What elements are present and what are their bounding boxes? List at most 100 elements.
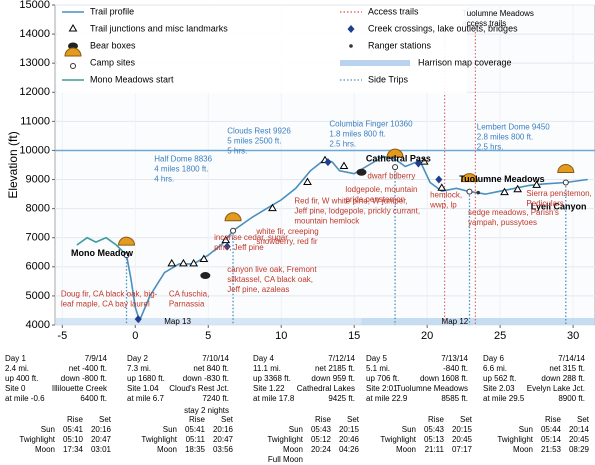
annotation: dwarf bilberry: [367, 172, 415, 181]
day-info: 7/13/14: [441, 354, 468, 363]
sun-cell: Moon: [35, 445, 55, 454]
legend-label: Access trails: [368, 6, 419, 16]
annotation: sedge meadows, Parish's: [468, 208, 559, 217]
x-tick-label: -5: [57, 330, 67, 342]
map-coverage: [361, 318, 595, 325]
sun-header: Rise: [67, 415, 84, 424]
sun-cell: Sun: [41, 425, 55, 434]
annotation: Lyell Canyon: [531, 202, 587, 212]
day-info: down 1608 ft.: [420, 374, 468, 383]
sun-cell: 05:11: [186, 435, 206, 444]
junction-marker: [68, 24, 78, 32]
junction-marker: [500, 187, 509, 196]
legend-box: [57, 6, 467, 93]
legend: Trail profile Trail junctions and misc la…: [57, 6, 518, 93]
ranger-marker: [349, 44, 353, 48]
sun-cell: 05:44: [541, 425, 562, 434]
sun-header: Rise: [545, 415, 562, 424]
day-info: Cathedral Lakes: [297, 384, 355, 393]
sun-cell: 20:24: [311, 445, 332, 454]
day-info: -840 ft.: [443, 364, 468, 373]
day-info: Tuolumne Meadows: [396, 384, 468, 393]
camp-icon: [118, 236, 136, 246]
day-info: Site 1.04: [127, 384, 159, 393]
sun-cell: 20:47: [91, 435, 112, 444]
camp-icon: [386, 148, 404, 158]
y-tick-label: 14000: [19, 28, 50, 40]
annotation: Lembert Dome 9450: [477, 122, 550, 131]
sun-cell: Sun: [163, 425, 177, 434]
legend-label: Camp sites: [90, 57, 136, 67]
day-info: 7/12/14: [328, 354, 355, 363]
sun-cell: Moon: [396, 445, 416, 454]
junction-marker: [513, 184, 523, 193]
y-tick-label: 7000: [26, 232, 50, 244]
camp-marker: [230, 227, 237, 234]
day-info: down -830 ft.: [183, 374, 229, 383]
day-info: Evelyn Lake Jct.: [527, 384, 585, 393]
map-label: Map 12: [442, 317, 469, 326]
y-tick-label: 12000: [19, 86, 50, 98]
day-info: up 1680 ft.: [127, 374, 165, 383]
day-info: 7/10/14: [202, 354, 229, 363]
annotation: pride penstemon: [345, 195, 405, 204]
sun-cell: Twighlight: [19, 435, 55, 444]
sun-header: Set: [347, 415, 360, 424]
creek-marker: [435, 175, 443, 184]
junction-marker: [179, 258, 188, 267]
map-coverage: [55, 318, 362, 325]
series-line: [125, 155, 588, 323]
day-info: up 562 ft.: [483, 374, 516, 383]
day-info: up 3368 ft.: [253, 374, 291, 383]
moon-note: Full Moon: [268, 455, 303, 464]
day-info: 7/14/14: [558, 354, 585, 363]
camp-icon: [460, 173, 478, 183]
annotation: CA fuschia,: [169, 290, 209, 299]
junction-marker: [268, 203, 277, 212]
annotation: 2.5 hrs.: [329, 139, 356, 148]
camp-marker: [70, 63, 76, 69]
sun-cell: 03:01: [91, 445, 112, 454]
bear-marker: [68, 42, 78, 50]
sun-cell: Twighlight: [267, 435, 303, 444]
camp-icon: [224, 212, 242, 222]
legend-label: Creek crossings, lake outlets, bridges: [368, 23, 518, 33]
annotation: pine, Jeff pine: [214, 243, 264, 252]
day-info: Site 0: [5, 384, 26, 393]
y-tick-label: 13000: [19, 57, 50, 69]
camp-marker: [392, 164, 399, 171]
day-info: Site 2:01: [366, 384, 398, 393]
day-info: at mile -0.6: [5, 394, 45, 403]
y-tick-label: 4000: [26, 319, 50, 331]
sun-header: Set: [99, 415, 112, 424]
bear-marker: [200, 272, 211, 280]
y-axis-label: Elevation (ft): [6, 131, 20, 198]
sun-header: Set: [460, 415, 473, 424]
annotation: Red fir, W white pine, W juniper,: [294, 196, 407, 205]
sun-cell: 20:47: [213, 435, 234, 444]
sun-cell: Sun: [402, 425, 416, 434]
day-info: Day 1: [5, 354, 26, 363]
day-info: net -400 ft.: [69, 364, 107, 373]
sun-cell: 18:35: [185, 445, 206, 454]
junction-marker: [419, 157, 429, 165]
day-info: Day 2: [127, 354, 148, 363]
creek-marker: [324, 158, 332, 167]
y-tick-label: 6000: [26, 261, 50, 273]
x-tick-label: 25: [494, 330, 506, 342]
camp-marker: [466, 188, 473, 195]
day-info: 9425 ft.: [328, 394, 355, 403]
junction-marker: [532, 180, 541, 188]
junction-marker: [339, 161, 349, 169]
annotation: 5 hrs.: [227, 147, 247, 156]
sun-cell: 05:41: [185, 425, 206, 434]
sun-cell: 20:14: [569, 425, 590, 434]
camp-marker: [562, 179, 569, 186]
annotation: lodgepole, mountain: [345, 185, 417, 194]
annotation: yampah, pussytoes: [468, 218, 537, 227]
sun-cell: Moon: [157, 445, 177, 454]
sun-cell: Sun: [519, 425, 533, 434]
annotation: 4 miles 1800 ft.: [154, 164, 208, 173]
day-info: net 840 ft.: [193, 364, 229, 373]
